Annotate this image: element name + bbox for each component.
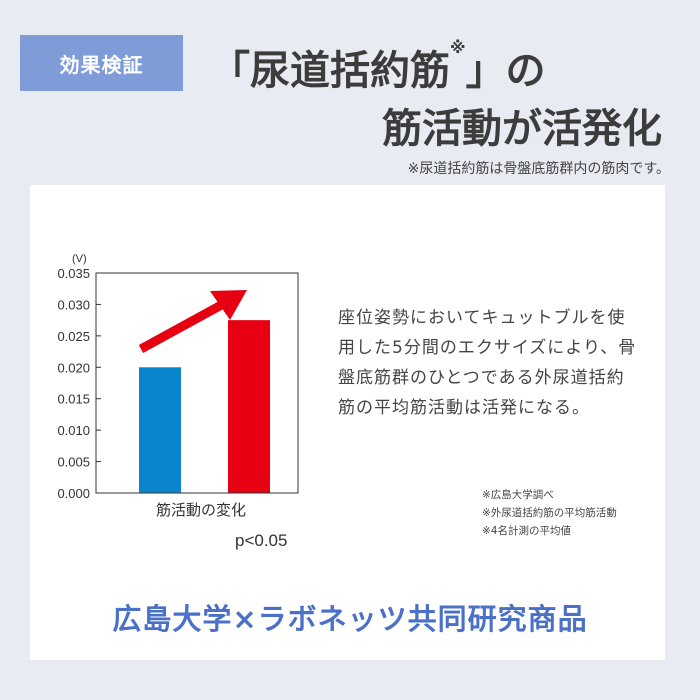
y-tick-label: 0.025 [57, 329, 90, 344]
headline-line2: 筋活動が活発化 [382, 106, 662, 152]
y-tick-label: 0.005 [57, 455, 90, 470]
y-tick-label: 0.030 [57, 297, 90, 312]
content-panel [30, 185, 665, 660]
x-axis-label: 筋活動の変化 [156, 501, 246, 519]
joint-research-label: 広島大学×ラボネッツ共同研究商品 [112, 602, 588, 636]
headline-mark: ※ [450, 38, 466, 57]
bar [228, 320, 270, 493]
y-tick-label: 0.020 [57, 360, 90, 375]
footnote: ※外尿道括約筋の平均筋活動 [482, 507, 617, 519]
footnotes: ※広島大学調べ ※外尿道括約筋の平均筋活動 ※4名計測の平均値 [482, 486, 617, 540]
headline-end: 」の [465, 48, 546, 94]
trend-arrow-head [210, 290, 247, 320]
description: 座位姿勢においてキュットブルを使用した5分間のエクサイズにより、骨盤底筋群のひと… [338, 308, 637, 418]
headline-text: 「尿道括約筋 [210, 48, 450, 94]
headline-note: ※尿道括約筋は骨盤底筋群内の筋肉です。 [407, 161, 670, 177]
headline-line1: 「尿道括約筋※」の [210, 38, 546, 96]
y-tick-label: 0.000 [57, 486, 90, 501]
y-tick-label: 0.010 [57, 423, 90, 438]
footnote: ※4名計測の平均値 [482, 525, 571, 537]
y-tick-label: 0.035 [57, 266, 90, 281]
effect-badge: 効果検証 [20, 35, 183, 91]
trend-arrow-shaft [138, 299, 228, 353]
plot-frame [95, 272, 299, 494]
y-unit-label: (V) [72, 253, 87, 265]
bar [139, 367, 181, 493]
footnote: ※広島大学調べ [482, 489, 554, 501]
significance-label: p<0.05 [235, 531, 287, 550]
y-tick-label: 0.015 [57, 392, 90, 407]
